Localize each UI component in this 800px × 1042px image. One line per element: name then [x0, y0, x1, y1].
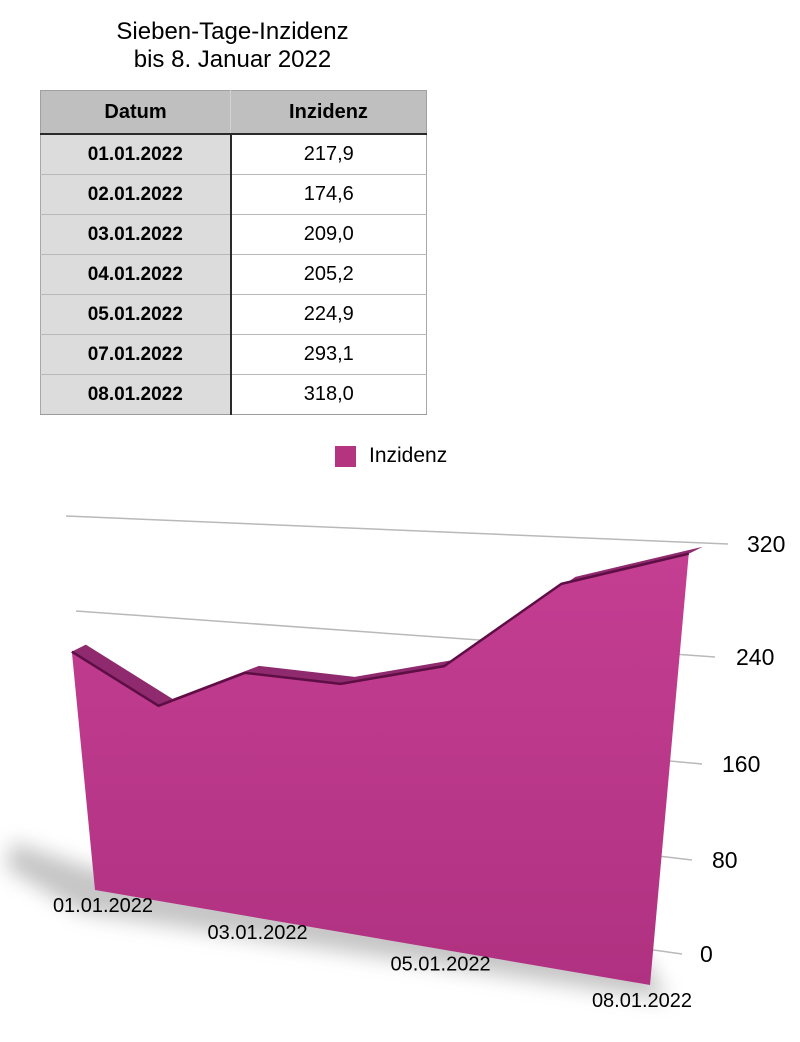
chart-title: Sieben-Tage-Inzidenz bis 8. Januar 2022	[40, 18, 425, 74]
value-cell: 217,9	[230, 134, 427, 175]
date-cell: 07.01.2022	[40, 334, 232, 375]
table-row: 08.01.2022 318,0	[40, 374, 427, 415]
x-axis-label: 08.01.2022	[592, 990, 692, 1012]
area-front-face	[71, 553, 689, 985]
date-cell: 04.01.2022	[40, 254, 232, 295]
table-header-inzidenz: Inzidenz	[230, 90, 427, 135]
area-edge-line	[71, 552, 690, 708]
date-cell: 02.01.2022	[40, 174, 232, 215]
y-axis-label: 240	[736, 644, 774, 670]
table-header-row: Datum Inzidenz	[40, 90, 427, 135]
value-cell: 318,0	[230, 374, 427, 415]
legend-label: Inzidenz	[369, 444, 448, 467]
table-row: 07.01.2022 293,1	[40, 334, 427, 375]
value-cell: 205,2	[230, 254, 427, 295]
x-axis-label: 01.01.2022	[53, 895, 153, 917]
y-axis-label: 80	[712, 847, 738, 873]
x-axis-label: 03.01.2022	[208, 922, 308, 944]
date-cell: 03.01.2022	[40, 214, 232, 255]
table-row: 05.01.2022 224,9	[40, 294, 427, 335]
gridline	[65, 515, 729, 545]
date-cell: 01.01.2022	[40, 134, 232, 175]
value-cell: 224,9	[230, 294, 427, 335]
incidence-table: Datum Inzidenz 01.01.2022 217,9 02.01.2022…	[40, 90, 427, 415]
chart-title-line1: Sieben-Tage-Inzidenz	[116, 18, 349, 45]
y-axis-label: 160	[722, 751, 760, 777]
table-header-datum: Datum	[40, 90, 231, 135]
table-row: 03.01.2022 209,0	[40, 214, 427, 255]
y-axis-label: 0	[700, 941, 713, 967]
chart-title-line2: bis 8. Januar 2022	[133, 46, 332, 73]
y-axis-label: 320	[747, 531, 785, 557]
value-cell: 209,0	[230, 214, 427, 255]
x-axis-label: 05.01.2022	[390, 953, 490, 975]
value-cell: 293,1	[230, 334, 427, 375]
date-cell: 05.01.2022	[40, 294, 232, 335]
table-row: 01.01.2022 217,9	[40, 134, 427, 175]
chart-legend: Inzidenz	[335, 444, 447, 468]
date-cell: 08.01.2022	[40, 374, 232, 415]
legend-swatch-icon	[335, 445, 356, 467]
table-row: 02.01.2022 174,6	[40, 174, 427, 215]
value-cell: 174,6	[230, 174, 427, 215]
table-row: 04.01.2022 205,2	[40, 254, 427, 295]
